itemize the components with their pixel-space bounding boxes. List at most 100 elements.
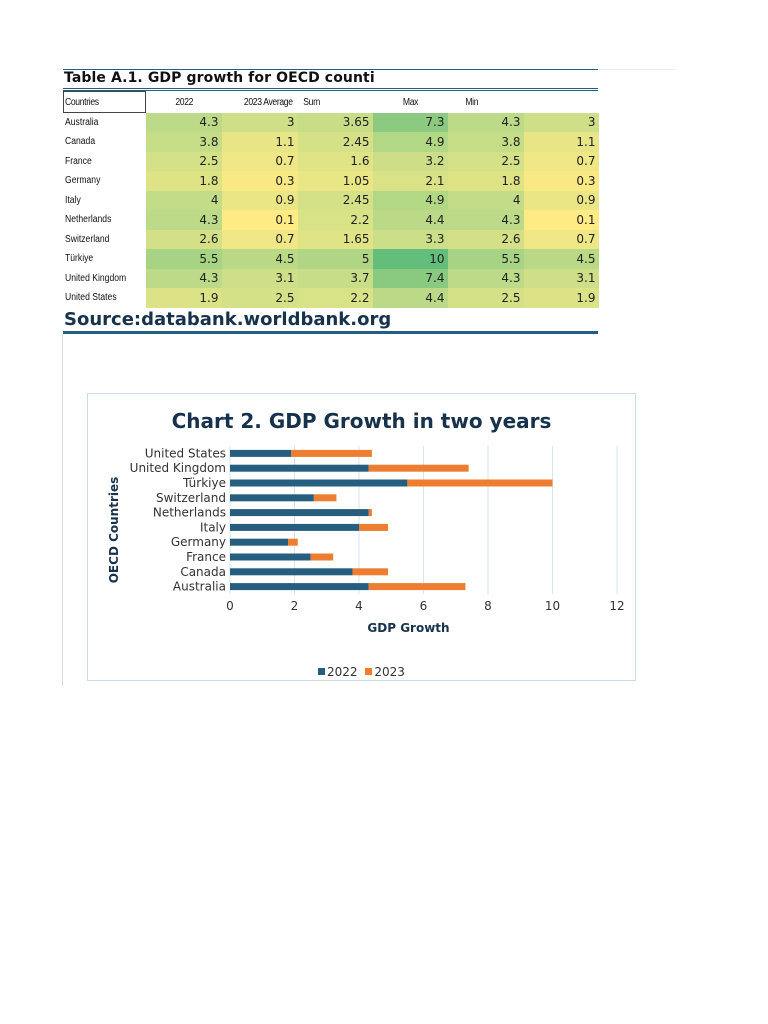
header-min: Min xyxy=(464,96,478,108)
legend-item-2023[interactable]: 2023 xyxy=(365,665,405,679)
country-cell: Italy xyxy=(64,191,146,211)
country-cell: Netherlands xyxy=(64,210,146,230)
value-cell: 4.3 xyxy=(447,268,524,288)
value-cell: 4.4 xyxy=(372,210,448,230)
bar-2022-australia xyxy=(230,583,369,591)
value-cell: 0.1 xyxy=(221,210,298,230)
value-cell: 3.8 xyxy=(447,132,524,152)
value-cell: 0.7 xyxy=(221,151,298,171)
y-category-label: Germany xyxy=(171,535,226,549)
country-name: France xyxy=(64,155,92,167)
value-cell: 1.8 xyxy=(145,171,222,191)
value-cell: 1.9 xyxy=(523,288,599,308)
value-cell: 2.5 xyxy=(221,288,298,308)
legend-item-2022[interactable]: 2022 xyxy=(318,665,358,679)
y-category-label: France xyxy=(186,550,226,564)
table-row: Canada 3.8 1.1 2.45 4.9 3.8 1.1 xyxy=(64,132,599,152)
country-name: Netherlands xyxy=(64,214,111,226)
table-row: Switzerland 2.6 0.7 1.65 3.3 2.6 0.7 xyxy=(64,229,599,250)
value-cell: 4.9 xyxy=(372,132,448,152)
table-row: Türkiye 5.5 4.5 5 10 5.5 4.5 xyxy=(64,249,599,269)
source-note: Source:databank.worldbank.org xyxy=(64,309,392,330)
country-cell: Canada xyxy=(64,132,146,152)
country-cell: Australia xyxy=(64,113,146,133)
header-countries[interactable]: Countries xyxy=(63,91,146,113)
x-tick-label: 0 xyxy=(226,599,234,613)
value-cell: 1.1 xyxy=(221,132,298,152)
y-axis-title: OECD Countries xyxy=(107,477,121,584)
value-cell: 2.2 xyxy=(297,210,373,230)
bar-2023-canada xyxy=(352,568,389,576)
x-tick-label: 2 xyxy=(291,599,299,613)
table-header-rule xyxy=(63,88,598,89)
value-cell: 4 xyxy=(447,190,524,210)
country-cell: Switzerland xyxy=(64,230,146,250)
value-cell: 4.5 xyxy=(221,249,298,269)
gdp-table: Countries 2022 2023 Average Sum Max Min … xyxy=(63,91,599,308)
value-cell: 3.3 xyxy=(372,229,448,249)
value-cell: 2.6 xyxy=(447,229,524,249)
bar-2022-germany xyxy=(230,538,289,546)
legend-label-2022: 2022 xyxy=(327,664,358,679)
value-cell: 4.3 xyxy=(145,210,222,230)
value-cell: 5.5 xyxy=(145,249,222,269)
bar-2023-united-kingdom xyxy=(368,464,469,472)
country-name: United States xyxy=(64,292,117,304)
value-cell: 0.7 xyxy=(221,229,298,249)
bar-2022-united-states xyxy=(230,449,292,457)
legend-swatch-2022 xyxy=(318,668,326,675)
value-cell: 2.6 xyxy=(145,229,222,249)
value-cell: 4.3 xyxy=(145,268,222,288)
y-category-label: Switzerland xyxy=(156,491,226,505)
value-cell: 0.9 xyxy=(221,190,298,210)
value-cell: 0.7 xyxy=(523,229,599,249)
country-cell: United States xyxy=(64,288,146,308)
value-cell: 2.5 xyxy=(447,151,524,171)
page-margin-line xyxy=(62,334,63,686)
value-cell: 4.9 xyxy=(372,190,448,210)
country-name: Italy xyxy=(64,194,81,206)
value-cell: 3.1 xyxy=(221,268,298,288)
bar-2023-netherlands xyxy=(368,509,372,517)
y-category-label: Türkiye xyxy=(182,476,226,490)
value-cell: 7.4 xyxy=(372,268,448,288)
bar-2023-türkiye xyxy=(407,479,553,487)
bar-2022-canada xyxy=(230,568,353,576)
header-empty xyxy=(529,92,594,113)
value-cell: 3.8 xyxy=(145,132,222,152)
y-category-label: United States xyxy=(145,446,226,460)
value-cell: 1.1 xyxy=(523,132,599,152)
y-category-label: Netherlands xyxy=(153,506,226,520)
value-cell: 5 xyxy=(297,249,373,269)
bar-2022-italy xyxy=(230,523,359,531)
header-2022: 2022 xyxy=(174,96,193,108)
table-header-rule-2 xyxy=(63,90,598,91)
bar-2023-germany xyxy=(288,538,298,546)
table-row: United Kingdom 4.3 3.1 3.7 7.4 4.3 3.1 xyxy=(64,268,599,288)
value-cell: 4.3 xyxy=(145,112,222,132)
value-cell: 1.6 xyxy=(297,151,373,171)
value-cell: 4.5 xyxy=(523,249,599,269)
country-cell: Germany xyxy=(64,171,146,191)
value-cell: 10 xyxy=(372,249,448,269)
bar-2022-france xyxy=(230,553,311,561)
value-cell: 4.3 xyxy=(447,210,524,230)
table-row: France 2.5 0.7 1.6 3.2 2.5 0.7 xyxy=(64,151,599,171)
country-name: Australia xyxy=(64,117,98,128)
country-name: Türkiye xyxy=(64,253,93,265)
value-cell: 0.7 xyxy=(523,151,599,171)
country-name: United Kingdom xyxy=(64,272,126,284)
country-cell: Türkiye xyxy=(64,249,146,269)
chart-container[interactable]: Chart 2. GDP Growth in two years 0 2 4 6 8 10… xyxy=(87,393,636,681)
table-title: Table A.1. GDP growth for OECD counti xyxy=(64,70,375,86)
table-row: Germany 1.8 0.3 1.05 2.1 1.8 0.3 xyxy=(64,171,599,191)
x-tick-label: 6 xyxy=(420,599,428,613)
table-row: United States 1.9 2.5 2.2 4.4 2.5 1.9 xyxy=(64,288,599,308)
bar-2023-australia xyxy=(368,583,466,591)
bar-2023-united-states xyxy=(291,449,372,457)
bar-2023-switzerland xyxy=(313,494,337,502)
y-category-label: United Kingdom xyxy=(130,461,226,475)
source-rule xyxy=(63,331,598,334)
value-cell: 7.3 xyxy=(372,112,448,132)
value-cell: 2.1 xyxy=(372,171,448,191)
